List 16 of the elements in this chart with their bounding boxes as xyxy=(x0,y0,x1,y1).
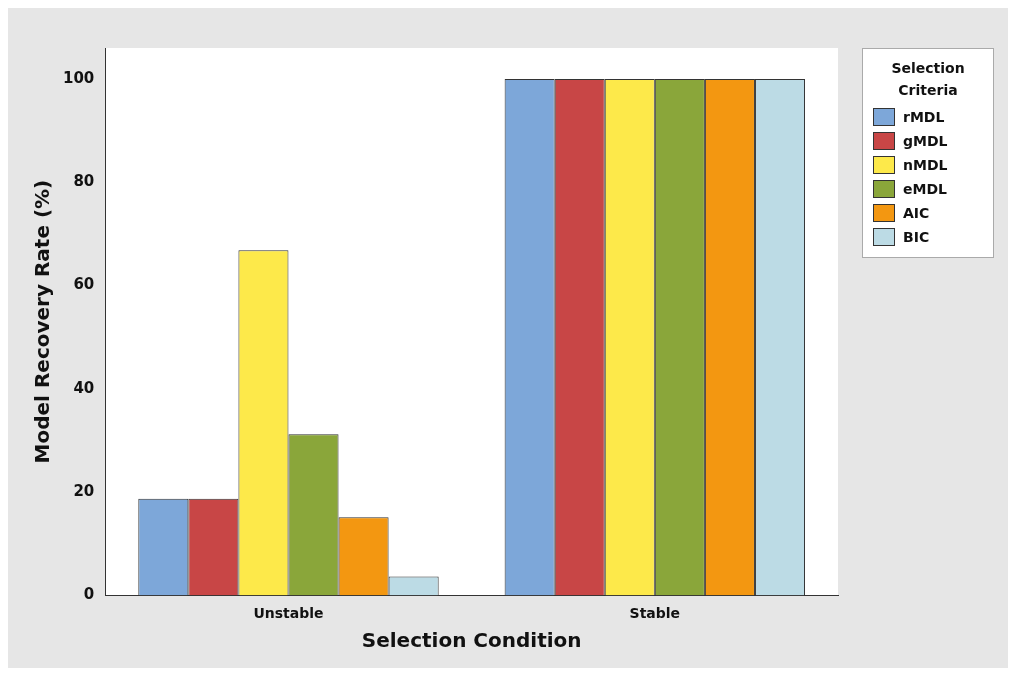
legend-label: nMDL xyxy=(903,157,948,173)
x-tick-label: Stable xyxy=(629,605,681,622)
legend-label: gMDL xyxy=(903,133,948,149)
y-tick-label: 80 xyxy=(73,172,95,191)
y-tick-label: 20 xyxy=(73,481,95,500)
y-axis-title: Model Recovery Rate (%) xyxy=(30,179,55,464)
y-tick-label: 60 xyxy=(73,275,95,294)
x-axis-title: Selection Condition xyxy=(361,628,582,653)
y-tick-label: 100 xyxy=(63,68,95,87)
x-tick-label: Unstable xyxy=(253,605,324,622)
legend-label: BIC xyxy=(903,229,930,245)
y-tick-label: 40 xyxy=(73,378,95,397)
y-tick-label: 0 xyxy=(83,585,95,604)
legend-label: eMDL xyxy=(903,181,947,197)
legend-label: rMDL xyxy=(903,109,945,125)
legend-label: AIC xyxy=(903,205,930,221)
